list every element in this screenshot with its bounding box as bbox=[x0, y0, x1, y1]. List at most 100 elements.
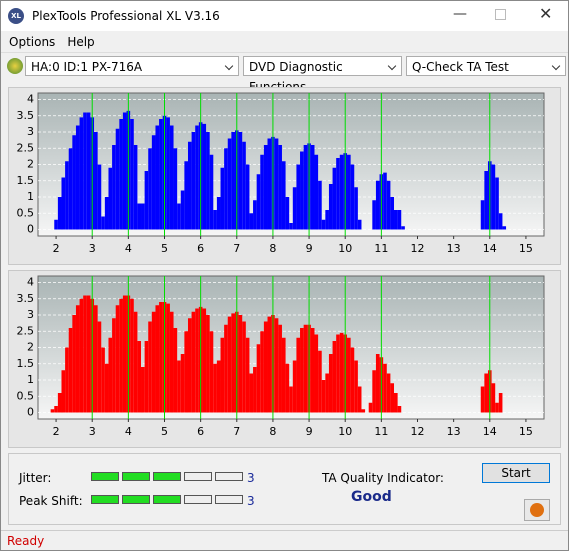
bar bbox=[177, 360, 181, 413]
bar bbox=[187, 141, 192, 230]
bar bbox=[141, 367, 145, 413]
bar bbox=[61, 177, 66, 230]
bar bbox=[213, 210, 217, 230]
peak-shift-label: Peak Shift: bbox=[19, 494, 83, 508]
meter-block bbox=[215, 495, 243, 504]
bar bbox=[115, 305, 120, 413]
bar bbox=[274, 138, 279, 230]
menu-item[interactable]: Help bbox=[67, 35, 95, 49]
bar bbox=[357, 386, 362, 413]
bar bbox=[184, 331, 188, 413]
bar bbox=[375, 180, 380, 230]
bar bbox=[202, 123, 207, 230]
bar bbox=[159, 302, 163, 413]
window-title: PlexTools Professional XL V3.16 bbox=[32, 9, 220, 23]
minimize-button[interactable]: — bbox=[453, 6, 467, 22]
bar bbox=[321, 380, 326, 413]
menu-bar: Options Help bbox=[9, 35, 107, 49]
bar bbox=[245, 164, 250, 230]
bar bbox=[480, 200, 485, 230]
x-tick-label: 7 bbox=[233, 242, 240, 255]
bar bbox=[155, 305, 160, 413]
bar bbox=[209, 154, 214, 230]
close-button[interactable]: ✕ bbox=[539, 4, 553, 23]
bar bbox=[191, 132, 196, 230]
bar bbox=[72, 135, 76, 230]
bar bbox=[159, 119, 163, 230]
jitter-label: Jitter: bbox=[19, 471, 52, 485]
bar bbox=[285, 363, 290, 413]
bar bbox=[180, 190, 185, 230]
bar bbox=[216, 197, 221, 230]
bar bbox=[144, 341, 149, 413]
function-select[interactable]: DVD Diagnostic Functions bbox=[243, 56, 402, 94]
bar bbox=[137, 341, 142, 413]
bar bbox=[72, 315, 76, 413]
maximize-button[interactable] bbox=[495, 9, 506, 20]
bar bbox=[332, 167, 337, 230]
bar bbox=[202, 308, 207, 413]
y-tick-label: 4 bbox=[27, 276, 34, 289]
menu-item[interactable]: Options bbox=[9, 35, 56, 49]
bar bbox=[173, 328, 178, 413]
bar bbox=[350, 164, 355, 230]
bar bbox=[155, 125, 160, 230]
bar bbox=[57, 393, 62, 413]
bar bbox=[394, 210, 398, 230]
bar bbox=[325, 373, 329, 413]
bar bbox=[231, 313, 235, 413]
bar bbox=[336, 334, 340, 413]
x-tick-label: 15 bbox=[519, 242, 533, 255]
bar bbox=[491, 383, 496, 413]
bar bbox=[119, 298, 123, 413]
y-tick-label: 2 bbox=[27, 158, 34, 171]
meter-block bbox=[184, 472, 212, 481]
bar bbox=[209, 331, 214, 413]
bar bbox=[144, 171, 149, 230]
bar bbox=[350, 347, 355, 413]
bar bbox=[57, 197, 62, 230]
title-bar: XL PlexTools Professional XL V3.16 — ✕ bbox=[1, 1, 568, 31]
y-tick-label: 3 bbox=[27, 308, 34, 321]
x-tick-label: 13 bbox=[447, 425, 461, 438]
bar bbox=[75, 125, 80, 230]
bar bbox=[383, 363, 387, 413]
bar bbox=[253, 367, 257, 413]
start-button[interactable]: Start bbox=[482, 463, 550, 483]
bar bbox=[357, 219, 362, 230]
bar bbox=[372, 370, 376, 413]
y-tick-label: 1.5 bbox=[17, 357, 35, 370]
bar bbox=[86, 295, 91, 413]
meter-block bbox=[215, 472, 243, 481]
bar bbox=[281, 337, 286, 413]
bar bbox=[61, 370, 66, 413]
bar bbox=[386, 373, 391, 413]
drive-select[interactable]: HA:0 ID:1 PX-716A bbox=[25, 56, 239, 76]
bar bbox=[227, 316, 232, 413]
info-button[interactable] bbox=[524, 499, 550, 521]
bar bbox=[289, 386, 293, 413]
bar bbox=[108, 337, 113, 413]
y-tick-label: 1 bbox=[27, 190, 34, 203]
bar bbox=[75, 305, 80, 413]
bar bbox=[292, 360, 297, 413]
test-select[interactable]: Q-Check TA Test bbox=[406, 56, 566, 76]
bar bbox=[300, 151, 304, 230]
bar bbox=[498, 213, 503, 230]
bar bbox=[375, 354, 380, 413]
bar bbox=[68, 328, 73, 413]
bar bbox=[328, 184, 333, 230]
bar bbox=[386, 180, 391, 230]
bar bbox=[347, 154, 351, 230]
bar bbox=[133, 145, 138, 230]
bar bbox=[314, 154, 319, 230]
bar bbox=[278, 145, 282, 230]
x-tick-label: 11 bbox=[374, 425, 388, 438]
bar bbox=[54, 406, 58, 413]
bar bbox=[263, 145, 268, 230]
bar bbox=[224, 324, 228, 413]
bar bbox=[148, 148, 152, 230]
bar bbox=[253, 200, 257, 230]
bar bbox=[296, 337, 301, 413]
y-tick-label: 3.5 bbox=[17, 292, 35, 305]
